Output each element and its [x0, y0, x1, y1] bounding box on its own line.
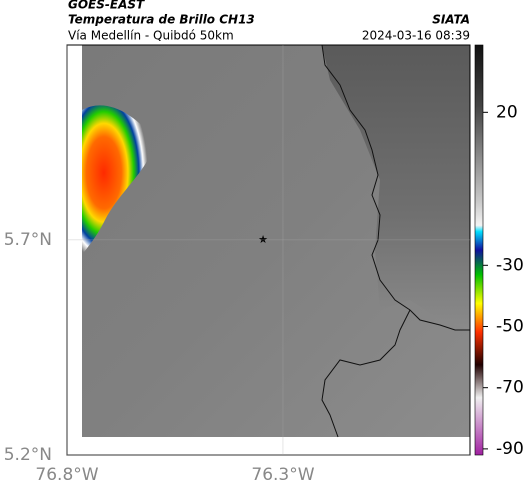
x-tick-label: 76.3°W [251, 465, 314, 485]
x-tick-label: 76.8°W [35, 465, 98, 485]
y-tick-label: 5.7°N [4, 230, 52, 250]
colorbar [474, 44, 484, 456]
y-tick-label: 5.2°N [4, 445, 52, 465]
colorbar-tick-label: -30 [496, 255, 524, 275]
datetime: 2024-03-16 08:39 [362, 29, 470, 43]
map-image: ★ [82, 44, 470, 438]
colorbar-tick-label: -70 [496, 378, 524, 398]
route: Vía Medellín - Quibdó 50km [68, 29, 234, 43]
source: SIATA [432, 13, 470, 27]
colorbar-tick-label: -50 [496, 316, 524, 336]
location-star: ★ [258, 233, 268, 246]
title: GOES-EAST [68, 0, 145, 12]
colorbar-tick-label: -90 [496, 439, 524, 459]
colorbar-tick-label: 20 [496, 102, 518, 122]
subtitle: Temperatura de Brillo CH13 [68, 13, 255, 27]
